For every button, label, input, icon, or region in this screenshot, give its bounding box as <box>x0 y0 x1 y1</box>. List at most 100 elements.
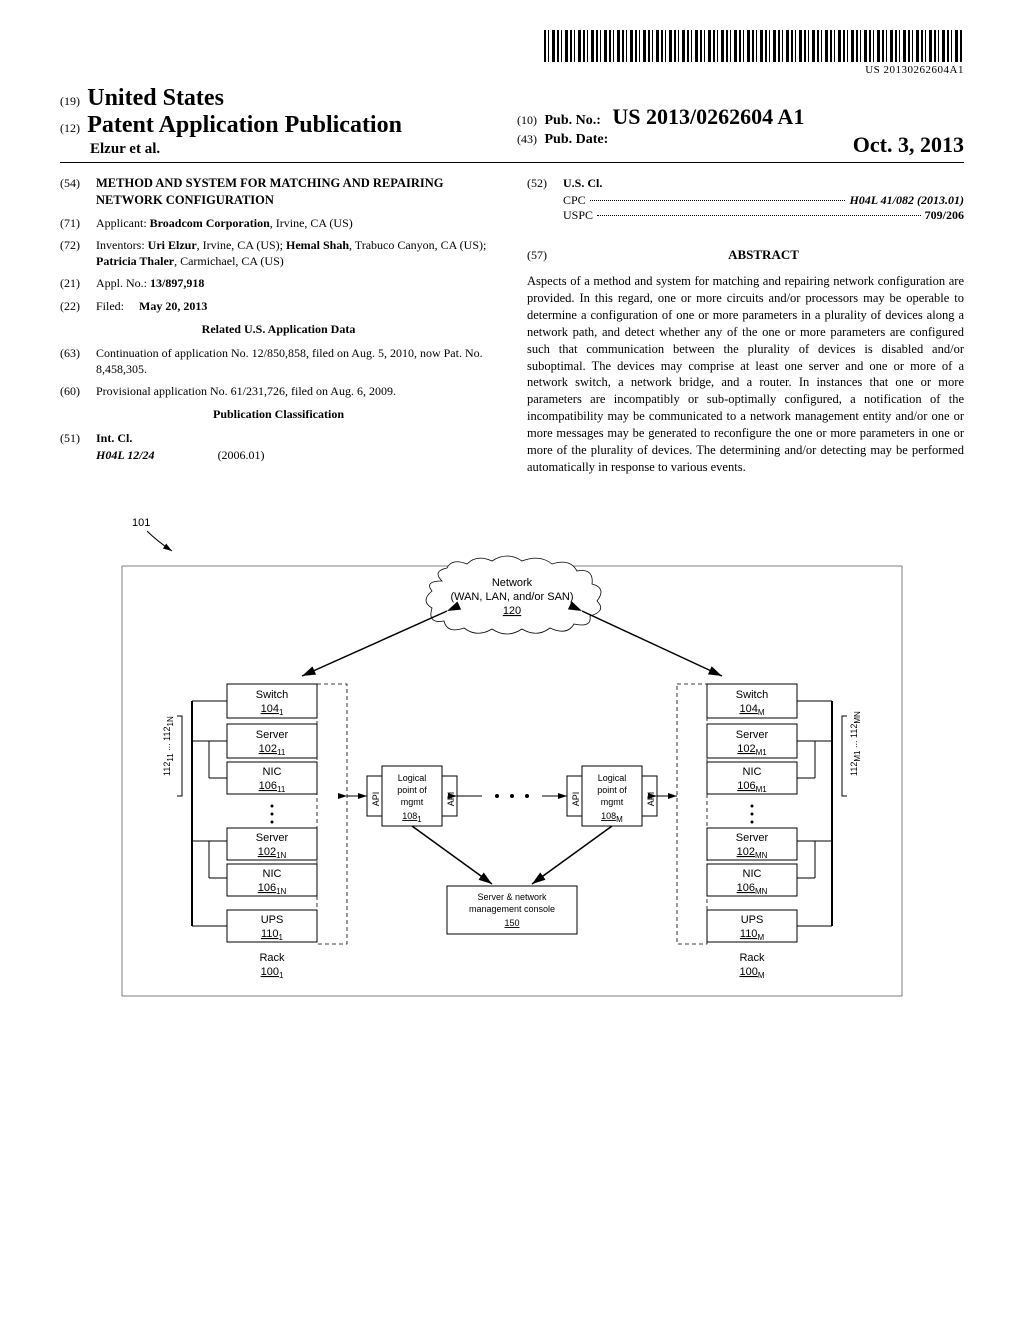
barcode-lines <box>544 30 964 62</box>
lpm-left: Logical point of mgmt 1081 API API <box>347 766 457 826</box>
lpm-right: Logical point of mgmt 108M API API <box>567 766 677 826</box>
svg-text:mgmt: mgmt <box>401 797 424 807</box>
rack-right: Switch 104M Server 102M1 NIC 106M1 Serve… <box>677 684 862 980</box>
svg-text:UPS: UPS <box>261 914 284 926</box>
console: Server & network management console 150 <box>447 886 577 934</box>
svg-text:100M: 100M <box>739 966 764 980</box>
filed-field: (22) Filed: May 20, 2013 <box>60 298 497 314</box>
svg-text:API: API <box>571 791 581 806</box>
svg-text:NIC: NIC <box>263 766 282 778</box>
abstract-num: (57) <box>527 248 563 263</box>
filed-num: (22) <box>60 298 96 314</box>
pubdate: Oct. 3, 2013 <box>853 132 964 158</box>
svg-text:point of: point of <box>397 785 427 795</box>
intcl-field: (51) Int. Cl. <box>60 430 497 446</box>
dotted-leader <box>590 200 846 201</box>
filed-label: Filed: <box>96 299 124 313</box>
appl-label: Appl. No.: <box>96 276 147 290</box>
figure: 101 Network (WAN, LAN, and/or SAN) 120 S… <box>60 506 964 1006</box>
title-num: (54) <box>60 175 96 209</box>
svg-text:API: API <box>646 791 656 806</box>
applicant-num: (71) <box>60 215 96 231</box>
svg-text:NIC: NIC <box>743 766 762 778</box>
title: METHOD AND SYSTEM FOR MATCHING AND REPAI… <box>96 175 497 209</box>
abstract-body: Aspects of a method and system for match… <box>527 273 964 476</box>
uspc-label: USPC <box>563 208 593 223</box>
pubno-prefix: (10) <box>517 113 537 127</box>
uscl-label: U.S. Cl. <box>563 176 602 190</box>
header-left: (19) United States (12) Patent Applicati… <box>60 85 507 158</box>
appl-field: (21) Appl. No.: 13/897,918 <box>60 275 497 291</box>
pubno: US 2013/0262604 A1 <box>612 104 804 129</box>
dotted-leader <box>597 215 921 216</box>
abstract-header: ABSTRACT <box>563 247 964 263</box>
svg-text:Server: Server <box>256 729 289 741</box>
intcl-label: Int. Cl. <box>96 431 132 445</box>
svg-text:API: API <box>371 791 381 806</box>
uscl-num: (52) <box>527 175 563 191</box>
svg-text:11211 ... 1121N: 11211 ... 1121N <box>162 716 175 776</box>
svg-text:API: API <box>446 791 456 806</box>
cont-text: Continuation of application No. 12/850,8… <box>96 345 497 377</box>
header-right: (10) Pub. No.: US 2013/0262604 A1 (43) P… <box>507 104 964 158</box>
cpc-row: CPC H04L 41/082 (2013.01) <box>563 193 964 208</box>
pubdate-label: Pub. Date: <box>545 132 609 147</box>
pubclass-header: Publication Classification <box>60 407 497 422</box>
country-prefix: (19) <box>60 94 80 108</box>
applicant-rest: , Irvine, CA (US) <box>270 216 353 230</box>
svg-text:112M1 ... 112MN: 112M1 ... 112MN <box>849 711 862 776</box>
uspc-row: USPC 709/206 <box>563 208 964 223</box>
pubtype-prefix: (12) <box>60 121 80 135</box>
svg-text:120: 120 <box>503 605 521 617</box>
uspc-value: 709/206 <box>925 208 964 223</box>
prov-num: (60) <box>60 383 96 399</box>
cpc-label: CPC <box>563 193 586 208</box>
svg-text:Rack: Rack <box>739 952 765 964</box>
pubdate-prefix: (43) <box>517 132 537 146</box>
barcode-text: US 20130262604A1 <box>544 64 964 76</box>
svg-text:Switch: Switch <box>736 689 768 701</box>
applicant-field: (71) Applicant: Broadcom Corporation, Ir… <box>60 215 497 231</box>
pubtype: Patent Application Publication <box>87 112 402 138</box>
country: United States <box>87 85 224 111</box>
left-column: (54) METHOD AND SYSTEM FOR MATCHING AND … <box>60 175 497 476</box>
svg-text:Switch: Switch <box>256 689 288 701</box>
svg-text:Logical: Logical <box>598 773 627 783</box>
provisional-field: (60) Provisional application No. 61/231,… <box>60 383 497 399</box>
svg-text:Logical: Logical <box>398 773 427 783</box>
cont-num: (63) <box>60 345 96 377</box>
svg-text:Network: Network <box>492 577 533 589</box>
svg-text:Server: Server <box>256 832 289 844</box>
fig-ref: 101 <box>132 517 150 529</box>
svg-text:Server: Server <box>736 832 769 844</box>
figure-svg: 101 Network (WAN, LAN, and/or SAN) 120 S… <box>60 506 964 1006</box>
applicant-label: Applicant: <box>96 216 147 230</box>
svg-text:(WAN, LAN, and/or SAN): (WAN, LAN, and/or SAN) <box>450 591 573 603</box>
barcode: US 20130262604A1 <box>544 30 964 76</box>
svg-text:UPS: UPS <box>741 914 764 926</box>
appl-value: 13/897,918 <box>150 276 204 290</box>
svg-text:1001: 1001 <box>261 966 284 980</box>
cpc-value: H04L 41/082 (2013.01) <box>849 193 964 207</box>
pubno-label: Pub. No.: <box>545 113 601 128</box>
continuation-field: (63) Continuation of application No. 12/… <box>60 345 497 377</box>
svg-text:NIC: NIC <box>263 868 282 880</box>
svg-text:mgmt: mgmt <box>601 797 624 807</box>
intcl-row: H04L 12/24 (2006.01) <box>96 448 497 463</box>
right-column: (52) U.S. Cl. CPC H04L 41/082 (2013.01) … <box>527 175 964 476</box>
appl-num: (21) <box>60 275 96 291</box>
applicant-bold: Broadcom Corporation <box>150 216 270 230</box>
intcl-year: (2006.01) <box>218 448 265 462</box>
svg-text:Rack: Rack <box>259 952 285 964</box>
svg-text:Server: Server <box>736 729 769 741</box>
uscl-field: (52) U.S. Cl. <box>527 175 964 191</box>
inventors-field: (72) Inventors: Uri Elzur, Irvine, CA (U… <box>60 237 497 269</box>
svg-text:management console: management console <box>469 904 555 914</box>
intcl-num: (51) <box>60 430 96 446</box>
filed-value: May 20, 2013 <box>139 299 207 313</box>
svg-text:NIC: NIC <box>743 868 762 880</box>
header: (19) United States (12) Patent Applicati… <box>60 85 964 163</box>
inventors-num: (72) <box>60 237 96 269</box>
intcl-code: H04L 12/24 <box>96 448 155 462</box>
svg-text:point of: point of <box>597 785 627 795</box>
